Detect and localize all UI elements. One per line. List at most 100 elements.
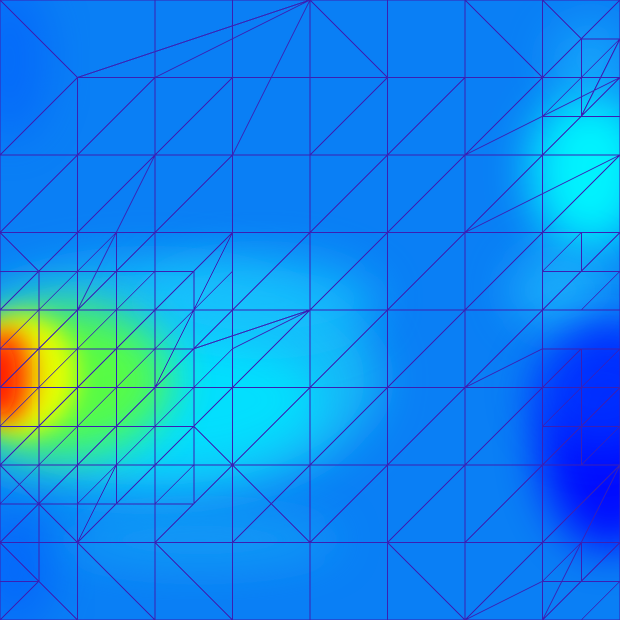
mesh-edge — [77, 425, 117, 466]
mesh-edge — [580, 387, 620, 427]
mesh-edge — [38, 309, 78, 350]
mesh-edge — [154, 464, 195, 505]
mesh-edge — [387, 77, 466, 156]
mesh-edge — [387, 154, 466, 233]
mesh-edge — [0, 0, 78, 78]
mesh-edge — [542, 425, 582, 466]
mesh-edge — [115, 387, 156, 427]
mesh-edge — [580, 38, 620, 78]
mesh-edge — [0, 77, 78, 156]
mesh-edge — [387, 232, 466, 311]
mesh-edge — [154, 309, 195, 350]
mesh-edge — [154, 270, 195, 311]
mesh-edge — [542, 387, 582, 427]
mesh-edge — [154, 348, 195, 388]
mesh-edge — [193, 387, 233, 427]
mesh-edge — [77, 154, 156, 233]
mesh-edge — [387, 309, 466, 388]
mesh-edge — [115, 425, 156, 466]
mesh-edge — [115, 232, 156, 272]
field-cyan-band-upper — [140, 255, 380, 345]
mesh-edge — [77, 464, 117, 543]
mesh-edge — [309, 232, 388, 311]
mesh-edge — [154, 464, 233, 543]
mesh-edge — [0, 464, 40, 505]
mesh-edge — [542, 232, 582, 272]
mesh-edge — [464, 154, 620, 233]
mesh-edge — [38, 425, 78, 466]
mesh-edge — [542, 464, 620, 543]
mesh-edge — [0, 309, 40, 350]
mesh-edge — [77, 348, 117, 388]
mesh-edge — [77, 464, 117, 505]
mesh-edge — [464, 154, 620, 311]
mesh-edge — [0, 154, 78, 233]
mesh-edge — [154, 425, 195, 466]
mesh-edge — [154, 387, 195, 427]
mesh-edge — [193, 309, 311, 350]
mesh-edge — [0, 270, 40, 311]
mesh-edge — [464, 309, 543, 388]
mesh-edge — [232, 387, 311, 466]
mesh-edge — [154, 542, 233, 620]
mesh-edge — [542, 348, 582, 388]
mesh-edge — [0, 425, 40, 466]
mesh-edge — [309, 309, 388, 388]
field-cyan-right-upper — [530, 90, 620, 250]
mesh-edge — [387, 542, 466, 620]
mesh-edge — [77, 309, 117, 350]
mesh-edge — [38, 348, 78, 388]
mesh-edge — [38, 464, 78, 505]
mesh-edge — [77, 387, 117, 427]
mesh-edge — [309, 154, 388, 233]
mesh-edge — [115, 348, 156, 388]
mesh-edge — [464, 464, 543, 543]
mesh-edge — [232, 309, 311, 388]
mesh-edge — [38, 232, 78, 272]
mesh-edge — [77, 232, 117, 272]
mesh-edge — [0, 503, 40, 543]
mesh-edge — [0, 580, 40, 620]
mesh-edge — [0, 232, 40, 272]
mesh-edge — [542, 0, 582, 40]
mesh-edge — [309, 77, 388, 156]
mesh-edge — [77, 0, 311, 78]
mesh-edge — [542, 270, 582, 311]
mesh-edge — [309, 0, 388, 78]
mesh-edge — [580, 0, 620, 40]
field-cyan-right-mid — [510, 250, 610, 330]
mesh-edge — [464, 0, 543, 78]
mesh-edge — [38, 503, 78, 543]
mesh-edge — [309, 464, 388, 543]
mesh-edge — [464, 348, 543, 388]
mesh-edge — [464, 154, 543, 233]
mesh-edge — [38, 580, 78, 620]
mesh-edge — [232, 464, 311, 543]
mesh-edge — [232, 309, 311, 350]
field-blue-left-top — [0, 0, 50, 140]
mesh-edge — [77, 542, 156, 620]
mesh-edge — [387, 464, 466, 543]
mesh-edge — [232, 0, 311, 156]
mesh-edge — [542, 77, 582, 117]
field-blue-left-bottom — [0, 510, 55, 620]
mesh-edge — [580, 425, 620, 466]
mesh-edge — [154, 154, 233, 233]
mesh-edge — [115, 270, 156, 311]
mesh-edge — [387, 387, 466, 466]
mesh-edge — [154, 0, 311, 78]
mesh-edge — [193, 270, 233, 311]
mesh-edge — [0, 348, 40, 388]
mesh-edge — [542, 580, 582, 620]
field-blue-right-upper — [530, 330, 620, 450]
mesh-edge — [464, 542, 543, 620]
mesh-edge — [580, 232, 620, 272]
mesh-edge — [580, 270, 620, 311]
field-red-zone — [0, 338, 16, 418]
mesh-edge — [464, 387, 543, 466]
mesh-edge — [580, 348, 620, 388]
mesh-edge — [0, 542, 40, 582]
mesh-edge — [154, 77, 233, 156]
